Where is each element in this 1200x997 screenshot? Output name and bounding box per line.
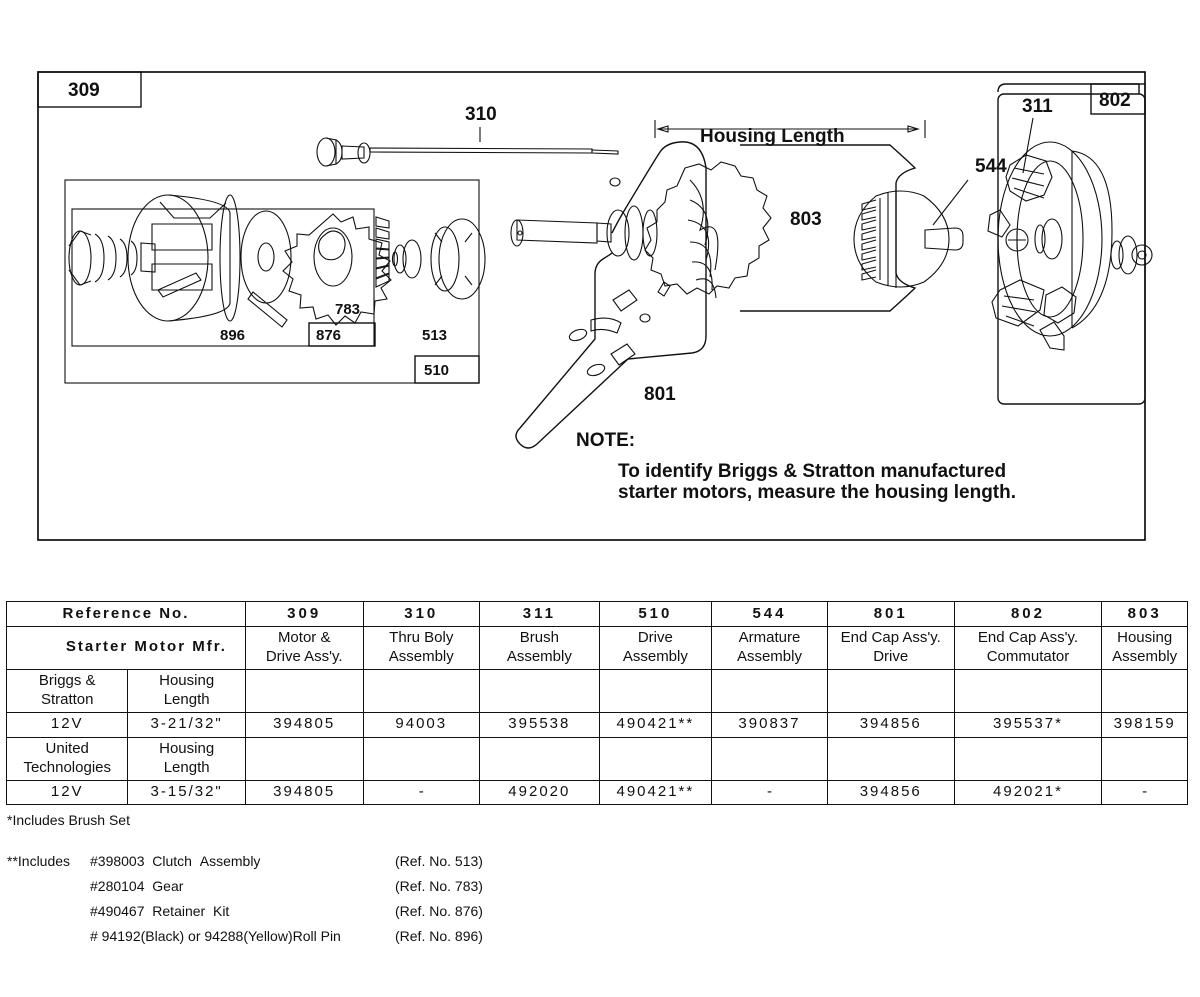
svg-text:544: 544	[975, 156, 1007, 177]
svg-text:876: 876	[316, 327, 341, 344]
svg-text:783: 783	[335, 301, 360, 318]
svg-text:802: 802	[1099, 90, 1131, 111]
svg-text:513: 513	[422, 327, 447, 344]
svg-text:To identify Briggs & Stratton: To identify Briggs & Stratton manufactur…	[618, 461, 1006, 482]
svg-text:310: 310	[465, 104, 497, 125]
svg-text:309: 309	[68, 80, 100, 101]
svg-text:starter motors, measure the ho: starter motors, measure the housing leng…	[618, 482, 1016, 503]
svg-text:311: 311	[1022, 96, 1053, 117]
svg-text:896: 896	[220, 327, 245, 344]
svg-text:801: 801	[644, 384, 676, 405]
svg-text:803: 803	[790, 209, 822, 230]
svg-text:510: 510	[424, 362, 449, 379]
svg-text:NOTE:: NOTE:	[576, 430, 635, 451]
